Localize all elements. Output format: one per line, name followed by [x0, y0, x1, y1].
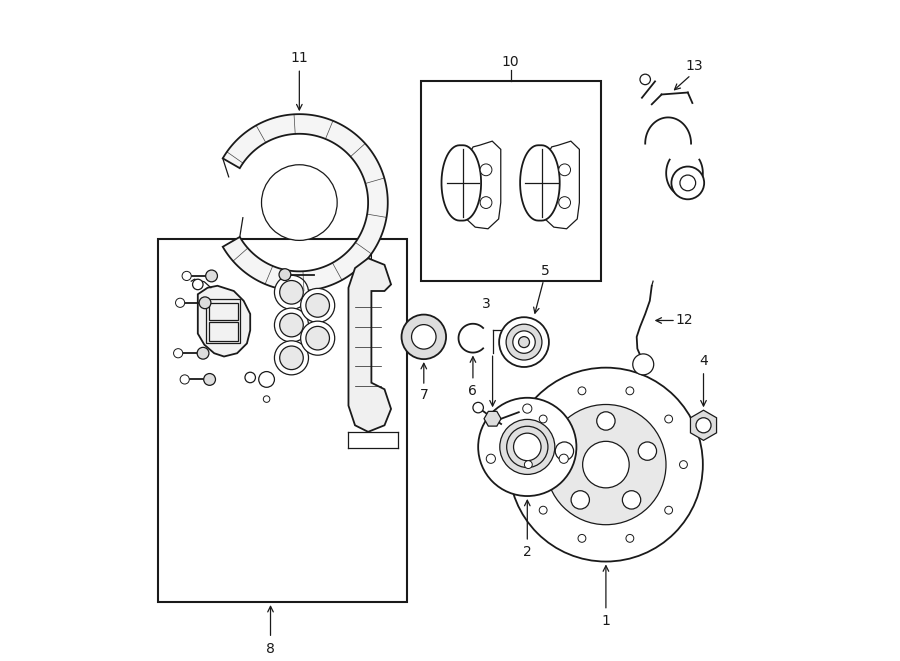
Circle shape: [539, 506, 547, 514]
Circle shape: [545, 405, 666, 525]
Circle shape: [597, 412, 615, 430]
Circle shape: [280, 313, 303, 337]
Circle shape: [486, 454, 495, 463]
Circle shape: [197, 347, 209, 359]
Polygon shape: [442, 145, 482, 221]
Circle shape: [500, 317, 549, 367]
Polygon shape: [690, 410, 716, 440]
Polygon shape: [223, 114, 388, 291]
Circle shape: [264, 396, 270, 403]
Circle shape: [500, 419, 554, 475]
Text: 7: 7: [419, 388, 428, 402]
Text: 6: 6: [469, 383, 477, 397]
Circle shape: [301, 288, 335, 323]
Circle shape: [665, 506, 672, 514]
Circle shape: [193, 279, 203, 290]
Circle shape: [401, 315, 446, 359]
Circle shape: [578, 387, 586, 395]
Circle shape: [555, 442, 573, 460]
Bar: [420, 81, 600, 281]
Circle shape: [509, 368, 703, 562]
Circle shape: [539, 415, 547, 423]
Text: 8: 8: [266, 642, 275, 656]
Circle shape: [280, 346, 303, 369]
Polygon shape: [520, 145, 560, 221]
Circle shape: [633, 354, 653, 375]
Circle shape: [506, 324, 542, 360]
Circle shape: [280, 280, 303, 304]
Text: 4: 4: [699, 354, 708, 368]
Circle shape: [180, 375, 189, 384]
Circle shape: [274, 308, 309, 342]
Circle shape: [518, 336, 529, 348]
Circle shape: [525, 461, 532, 469]
Polygon shape: [198, 286, 250, 356]
Circle shape: [514, 433, 541, 461]
Text: 1: 1: [601, 613, 610, 627]
Circle shape: [671, 167, 704, 200]
Text: 12: 12: [676, 313, 693, 327]
Circle shape: [279, 269, 291, 280]
Bar: [209, 303, 238, 320]
Circle shape: [274, 275, 309, 309]
Circle shape: [472, 403, 483, 413]
Bar: [158, 239, 408, 602]
Text: 3: 3: [482, 297, 490, 311]
Circle shape: [559, 164, 571, 176]
Circle shape: [176, 298, 184, 307]
Text: 13: 13: [686, 59, 703, 73]
Circle shape: [638, 442, 657, 460]
Polygon shape: [348, 258, 391, 432]
Circle shape: [578, 535, 586, 542]
Circle shape: [199, 297, 211, 309]
Circle shape: [411, 325, 436, 349]
Text: 11: 11: [291, 52, 308, 65]
Circle shape: [680, 461, 688, 469]
Circle shape: [306, 293, 329, 317]
Circle shape: [480, 197, 492, 208]
Circle shape: [203, 373, 215, 385]
Circle shape: [182, 272, 192, 280]
Polygon shape: [460, 141, 500, 229]
Circle shape: [480, 164, 492, 176]
Polygon shape: [484, 411, 501, 426]
Circle shape: [559, 454, 568, 463]
Text: 10: 10: [502, 55, 519, 69]
Circle shape: [523, 404, 532, 413]
Bar: [206, 299, 240, 344]
Circle shape: [665, 415, 672, 423]
Circle shape: [262, 165, 338, 241]
Circle shape: [582, 442, 629, 488]
Circle shape: [640, 74, 651, 85]
Circle shape: [572, 490, 590, 509]
Text: 9: 9: [367, 235, 376, 249]
Circle shape: [513, 331, 536, 353]
Circle shape: [626, 535, 634, 542]
Bar: [209, 323, 238, 341]
Circle shape: [478, 398, 576, 496]
Circle shape: [559, 197, 571, 208]
Circle shape: [174, 348, 183, 358]
Circle shape: [306, 327, 329, 350]
Circle shape: [680, 175, 696, 191]
Circle shape: [245, 372, 256, 383]
Circle shape: [206, 270, 218, 282]
Circle shape: [696, 418, 711, 433]
Circle shape: [258, 371, 274, 387]
Text: 5: 5: [541, 264, 550, 278]
Text: 2: 2: [523, 545, 532, 559]
Circle shape: [623, 490, 641, 509]
Circle shape: [301, 321, 335, 355]
Circle shape: [626, 387, 634, 395]
Circle shape: [274, 341, 309, 375]
Polygon shape: [539, 141, 580, 229]
